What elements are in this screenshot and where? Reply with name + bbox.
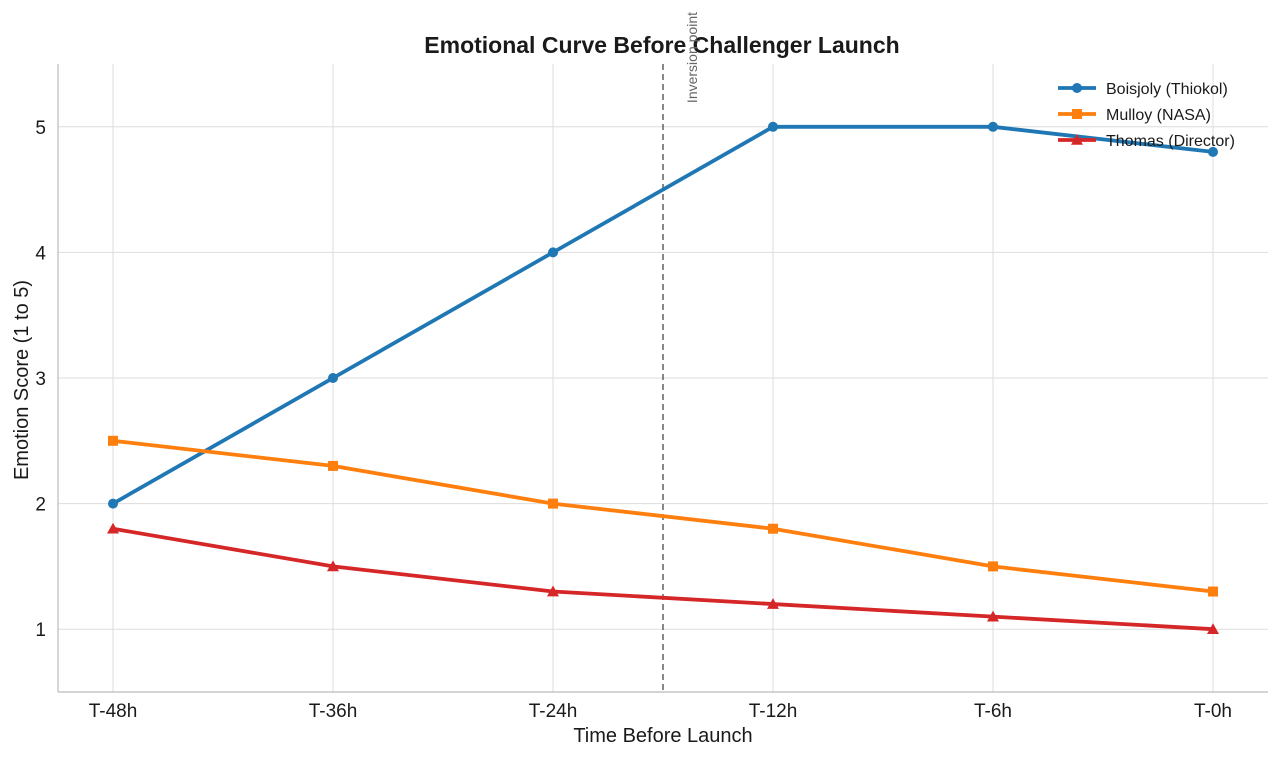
data-point	[988, 561, 998, 572]
x-tick-label: T-0h	[1194, 701, 1232, 722]
x-tick-label: T-12h	[749, 701, 798, 722]
y-tick-label: 5	[35, 118, 46, 139]
data-point	[768, 121, 778, 132]
axes-spines	[57, 64, 1268, 693]
x-tick-labels: T-48h T-36h T-24h T-12h T-6h T-0h	[89, 701, 1232, 722]
legend-label: Boisjoly (Thiokol)	[1106, 81, 1228, 98]
x-axis-label: Time Before Launch	[573, 725, 752, 747]
data-point	[108, 498, 118, 509]
legend: Boisjoly (Thiokol) Mulloy (NASA) Thomas (D…	[1058, 81, 1235, 150]
data-point	[767, 598, 779, 609]
series-line	[111, 526, 1215, 632]
y-tick-label: 4	[35, 243, 46, 264]
y-tick-labels: 1 2 3 4 5	[35, 118, 46, 641]
y-axis-label: Emotion Score (1 to 5)	[11, 280, 33, 480]
data-point	[328, 373, 338, 383]
y-tick-label: 1	[35, 620, 46, 641]
chart-title: Emotional Curve Before Challenger Launch	[424, 32, 899, 58]
series-group	[107, 121, 1219, 634]
data-point	[987, 610, 999, 622]
legend-marker	[1071, 134, 1083, 145]
data-point	[1208, 586, 1218, 597]
y-tick-label: 2	[35, 495, 46, 516]
legend-label: Mulloy (NASA)	[1106, 107, 1211, 124]
annotations: Inversion point	[662, 12, 700, 692]
series-line	[111, 438, 1215, 594]
data-point	[547, 585, 559, 597]
legend-label: Thomas (Director)	[1106, 133, 1235, 150]
legend-marker	[1072, 109, 1082, 119]
data-point	[768, 523, 778, 534]
data-point	[107, 522, 119, 534]
data-point	[988, 121, 998, 132]
series-line	[111, 124, 1215, 506]
data-point	[1208, 146, 1218, 157]
data-point	[548, 498, 558, 509]
data-point	[327, 560, 339, 572]
y-tick-label: 3	[35, 369, 46, 390]
x-tick-label: T-6h	[974, 701, 1012, 722]
legend-marker	[1072, 83, 1082, 93]
x-tick-label: T-48h	[89, 701, 138, 722]
x-tick-label: T-24h	[529, 701, 578, 722]
inversion-label: Inversion point	[684, 12, 700, 103]
data-point	[328, 460, 338, 471]
data-point	[1207, 623, 1219, 634]
data-point	[108, 435, 118, 446]
data-point	[548, 247, 558, 258]
x-tick-label: T-36h	[309, 701, 358, 722]
